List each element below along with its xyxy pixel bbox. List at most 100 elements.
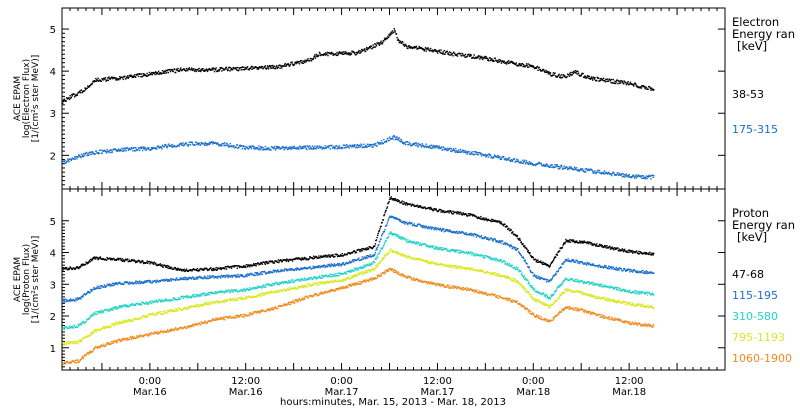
data-point [602,79,604,82]
data-point [337,147,339,149]
data-point [440,249,443,251]
top-legend-title: [keV] [737,39,767,53]
data-point [365,48,367,50]
data-point [277,269,279,271]
data-point [440,146,443,148]
data-point [470,153,472,156]
data-point [577,169,579,171]
data-point [587,241,589,243]
data-point [108,76,110,78]
data-point [527,63,529,65]
data-point [436,145,438,147]
data-point [262,149,265,151]
data-point [147,148,149,150]
data-point [128,283,130,285]
data-point [165,72,168,74]
data-point [238,146,240,148]
data-point [384,240,387,242]
data-point [583,263,585,265]
data-point [587,75,589,77]
data-point [270,261,273,263]
data-point [570,167,573,169]
data-point [106,256,108,259]
data-point [523,160,525,163]
data-point [631,249,633,252]
data-point [249,287,251,289]
data-point [564,167,567,170]
data-point [595,172,597,175]
data-point [546,165,548,167]
data-point [379,249,382,252]
data-point [118,78,120,80]
data-point [435,49,438,52]
data-point [322,255,325,258]
data-point [157,263,159,266]
data-point [155,262,157,265]
data-point [615,81,617,83]
data-point [307,58,309,60]
data-point [163,70,165,72]
data-point [621,80,623,82]
data-point [397,38,399,40]
data-point [552,72,555,74]
data-point [487,218,489,220]
data-point [499,158,501,161]
data-point [229,291,231,294]
data-point [274,282,277,284]
data-point [229,70,231,72]
data-point [427,227,429,230]
data-point [440,147,442,149]
data-point [140,73,143,75]
data-point [143,282,145,284]
data-point [203,143,205,145]
data-point [91,82,94,85]
data-point [132,283,134,285]
data-point [480,57,483,59]
data-point [133,146,135,149]
data-point [176,68,178,70]
data-point [491,218,493,220]
data-point [234,274,236,277]
data-point [92,256,95,259]
data-point [261,273,264,276]
data-point [592,76,594,78]
data-point [610,247,612,249]
data-point [110,149,112,152]
data-point [148,74,150,76]
data-point [402,238,404,241]
data-point [425,143,427,145]
data-point [325,274,327,276]
data-point [345,52,347,54]
data-point [142,261,144,263]
data-point [522,256,524,258]
data-point [636,250,638,252]
data-point [160,146,163,148]
data-point [109,308,112,311]
data-point [100,309,103,312]
data-point [636,85,638,87]
data-point [261,263,264,265]
data-point [175,279,177,281]
data-point [367,255,369,257]
data-point [517,238,520,240]
data-point [224,69,226,71]
data-point [439,51,441,53]
data-point [172,299,174,302]
data-point [552,259,555,261]
data-point [227,276,229,279]
data-point [580,74,582,76]
data-point [529,269,531,271]
data-point [580,75,582,77]
data-point [289,268,292,270]
data-point [507,157,509,159]
data-point [632,175,634,177]
data-point [610,78,613,81]
data-point [588,168,590,170]
data-point [527,162,529,164]
data-point [287,62,289,65]
data-point [600,77,602,80]
data-point [319,255,322,257]
data-point [212,69,214,71]
data-point [70,158,72,161]
data-point [322,54,325,56]
